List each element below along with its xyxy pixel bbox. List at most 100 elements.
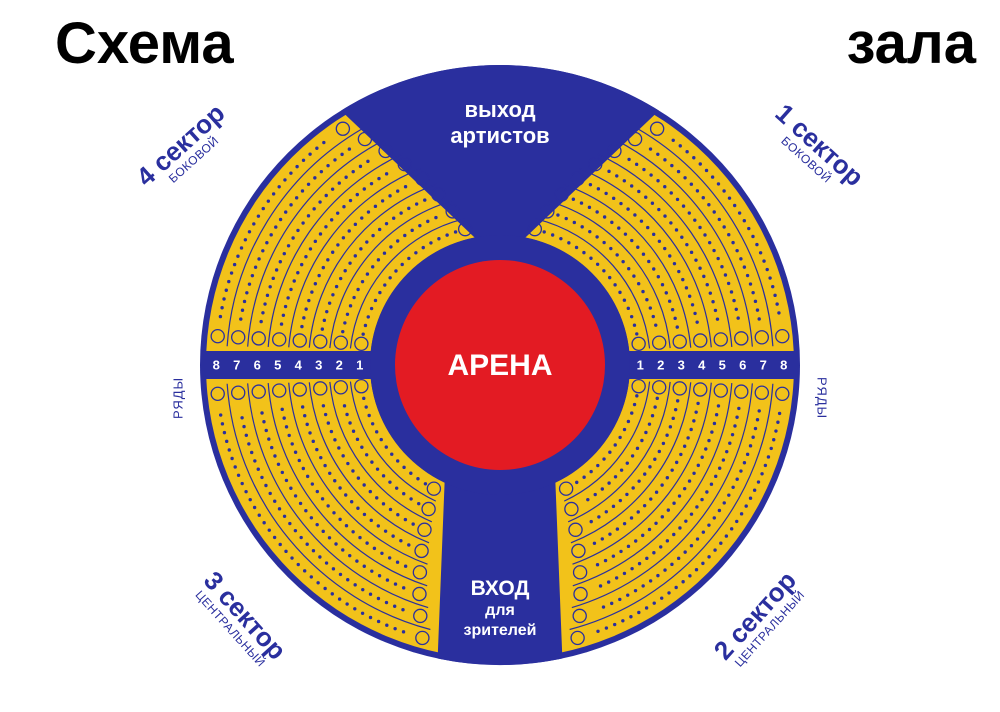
seat-dot <box>283 178 286 181</box>
seat-dot <box>667 508 670 511</box>
row-number-left: 5 <box>274 358 281 373</box>
seat-dot <box>620 468 623 471</box>
seat-dot <box>378 228 381 231</box>
seat-dot <box>344 176 347 179</box>
seat-dot <box>353 607 356 610</box>
seat-dot <box>342 236 345 239</box>
seat-dot <box>615 253 618 256</box>
seat-dot <box>261 249 264 252</box>
row-number-left: 6 <box>254 358 261 373</box>
seat-dot <box>758 409 761 412</box>
seat-dot <box>707 523 710 526</box>
seat-dot <box>717 404 720 407</box>
seat-dot <box>608 450 611 453</box>
seat-dot <box>315 448 318 451</box>
seat-dot <box>338 181 341 184</box>
seat-dot <box>707 555 710 558</box>
seat-dot <box>596 263 599 266</box>
seat-dot <box>660 596 663 599</box>
seat-dot <box>686 436 689 439</box>
seat-dot <box>644 196 647 199</box>
seat-dot <box>663 214 666 217</box>
seat-dot <box>656 179 659 182</box>
seat-dot <box>635 163 638 166</box>
seat-dot <box>675 461 678 464</box>
seat-dot <box>360 446 363 449</box>
seat-dot <box>668 300 671 303</box>
seat-dot <box>702 530 705 533</box>
seat-dot <box>623 522 626 525</box>
seat-dot <box>735 478 738 481</box>
seat-dot <box>630 184 633 187</box>
seat-dot <box>356 507 359 510</box>
seat-dot <box>332 511 335 514</box>
seat-dot <box>262 521 265 524</box>
seat-dot <box>717 182 720 185</box>
seat-dot <box>565 217 568 220</box>
seat-dot <box>283 252 286 255</box>
seat-dot <box>219 315 222 318</box>
entrance-label-line: зрителей <box>464 622 537 639</box>
seat-dot <box>377 177 380 180</box>
seat-dot <box>388 480 391 483</box>
seat-dot <box>716 257 719 260</box>
seat-dot <box>731 241 734 244</box>
seat-dot <box>762 259 765 262</box>
seat-dot <box>751 291 754 294</box>
seat-dot <box>270 446 273 449</box>
seat-dot <box>328 472 331 475</box>
seat-dot <box>656 574 659 577</box>
seat-dot <box>348 229 351 232</box>
seat-dot <box>681 278 684 281</box>
seat-dot <box>621 260 624 263</box>
seat-dot <box>361 280 364 283</box>
seat-dot <box>345 524 348 527</box>
seat-dot <box>575 246 578 249</box>
seat-dot <box>743 219 746 222</box>
seat-dot <box>692 472 695 475</box>
seat-dot <box>661 283 664 286</box>
seat-dot <box>228 448 231 451</box>
seat-dot <box>749 497 752 500</box>
seat-dot <box>627 420 630 423</box>
seat-dot <box>653 458 656 461</box>
seat-dot <box>684 519 687 522</box>
seat-dot <box>323 319 326 322</box>
seat-dot <box>706 283 709 286</box>
seat-dot <box>317 274 320 277</box>
seat-dot <box>369 616 372 619</box>
seat-dot <box>582 251 585 254</box>
row-number-left: 4 <box>295 358 303 373</box>
row-number-left: 8 <box>213 358 220 373</box>
seating-diagram: 1122334455667788АРЕНАвыходартистовВХОДдл… <box>0 0 1000 712</box>
seat-dot <box>614 443 617 446</box>
seat-dot <box>623 299 626 302</box>
seat-dot <box>738 211 741 214</box>
seat-dot <box>258 514 261 517</box>
seat-dot <box>663 158 666 161</box>
seat-dot <box>414 251 417 254</box>
seat-dot <box>415 202 418 205</box>
seat-dot <box>257 468 260 471</box>
seat-dot <box>607 481 610 484</box>
seat-dot <box>354 223 357 226</box>
seat-dot <box>290 556 293 559</box>
seat-dot <box>627 267 630 270</box>
seat-dot <box>663 185 666 188</box>
seat-dot <box>346 313 349 316</box>
seat-dot <box>719 541 722 544</box>
seat-dot <box>677 170 680 173</box>
seat-dot <box>689 428 692 431</box>
seat-dot <box>289 487 292 490</box>
seat-dot <box>310 516 313 519</box>
seat-dot <box>304 509 307 512</box>
seat-dot <box>697 464 700 467</box>
seat-dot <box>681 580 684 583</box>
seat-dot <box>293 279 296 282</box>
seat-dot <box>252 222 255 225</box>
seat-dot <box>241 309 244 312</box>
seat-dot <box>683 176 686 179</box>
seat-dot <box>268 285 271 288</box>
seat-dot <box>743 461 746 464</box>
seat-dot <box>751 436 754 439</box>
